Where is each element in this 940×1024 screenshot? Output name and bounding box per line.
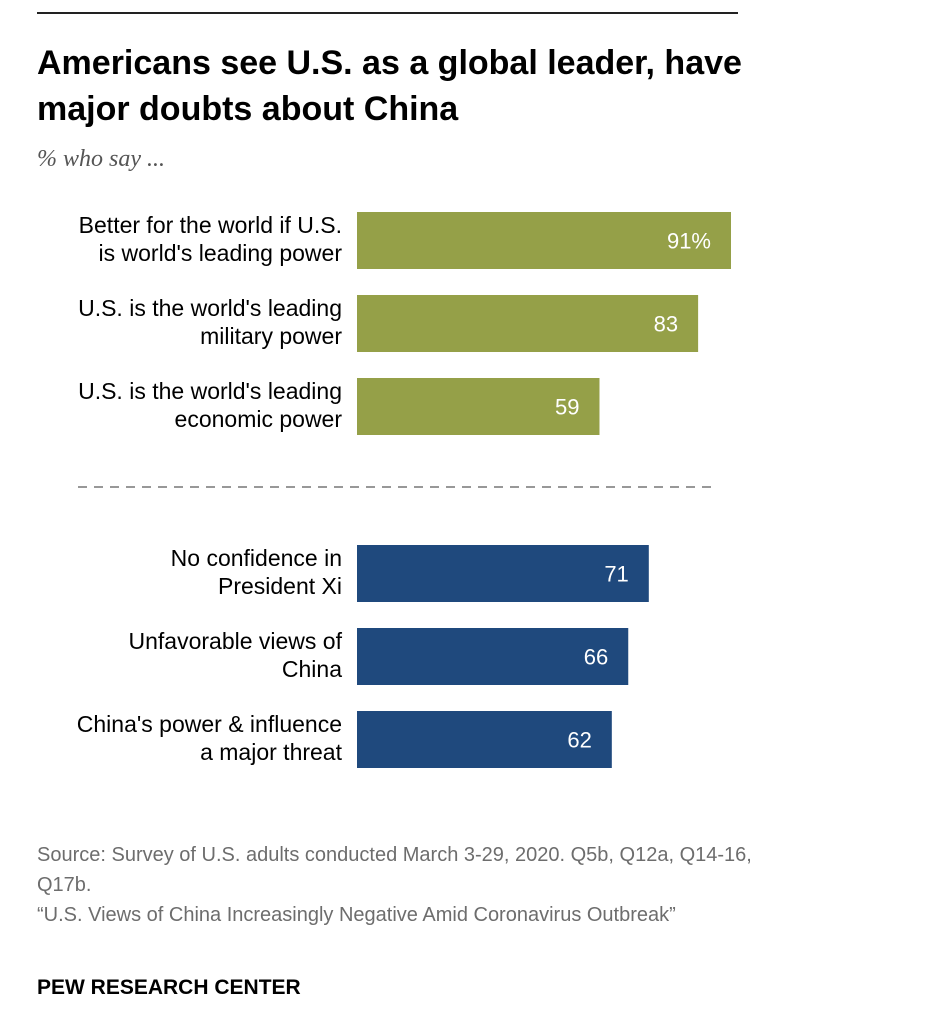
bar xyxy=(357,711,612,768)
category-label: China's power & influence a major threat xyxy=(77,711,343,765)
bar-chart: 91% Better for the world if U.S. is world'… xyxy=(77,212,731,768)
chart-title: Americans see U.S. as a global leader, h… xyxy=(37,44,742,128)
publisher-footer: PEW RESEARCH CENTER xyxy=(37,976,301,999)
bar-value-label: 66 xyxy=(584,645,608,670)
bar-value-label: 59 xyxy=(555,395,579,420)
bar-value-label: 91% xyxy=(667,229,711,254)
top-rule xyxy=(37,12,738,14)
bar xyxy=(357,295,699,352)
bar-value-label: 83 xyxy=(654,312,678,337)
source-line: Source: Survey of U.S. adults conducted … xyxy=(37,844,752,896)
chart-subtitle: % who say ... xyxy=(37,146,165,172)
category-label: Unfavorable views of China xyxy=(129,628,343,682)
category-label: U.S. is the world's leading economic powe… xyxy=(78,378,342,432)
bar xyxy=(357,378,600,435)
bar-value-label: 62 xyxy=(567,728,591,753)
report-title-line: “U.S. Views of China Increasingly Negati… xyxy=(37,904,676,926)
category-label: Better for the world if U.S. is world's l… xyxy=(79,212,343,266)
source-note: Source: Survey of U.S. adults conducted … xyxy=(37,840,757,930)
bar xyxy=(357,628,629,685)
bar xyxy=(357,212,731,269)
bar-value-label: 71 xyxy=(604,562,628,587)
category-label: No confidence in President Xi xyxy=(171,545,342,599)
category-label: U.S. is the world's leading military powe… xyxy=(78,295,342,349)
bar xyxy=(357,545,649,602)
